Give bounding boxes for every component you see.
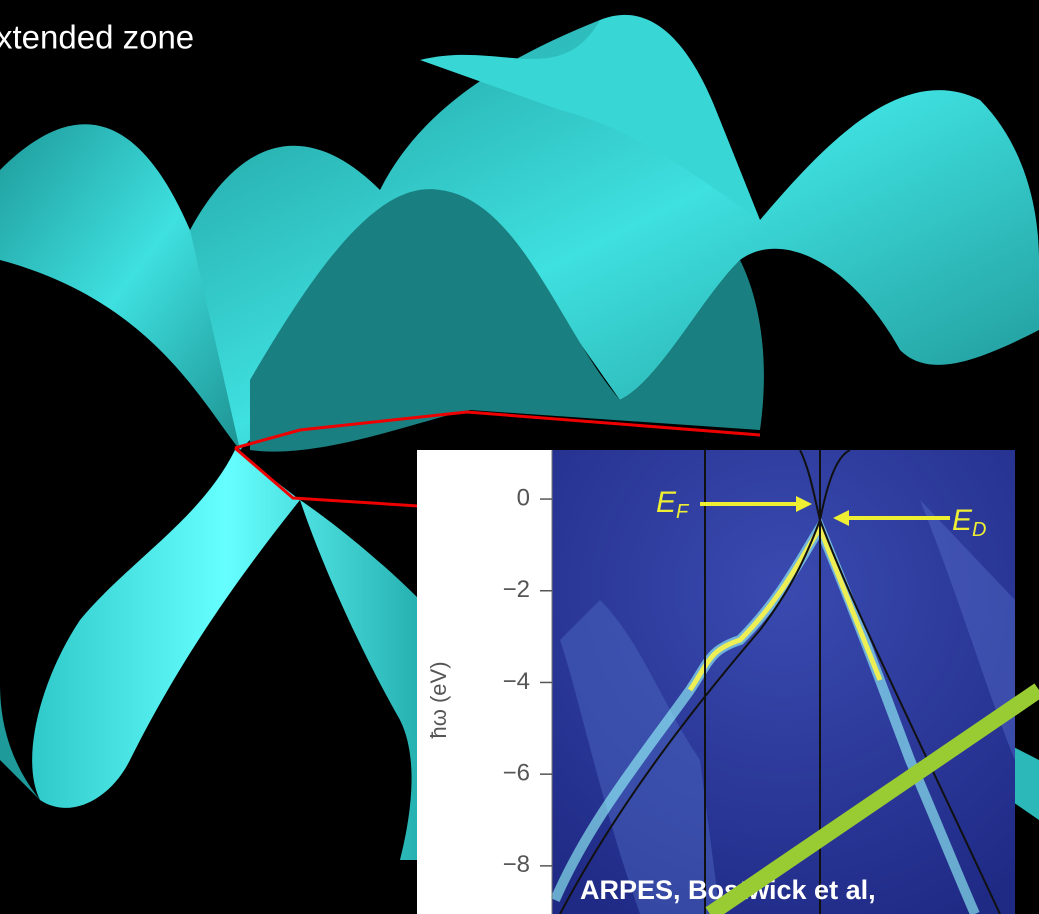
band-surface bbox=[0, 15, 1039, 452]
y-tick-label: −8 bbox=[503, 851, 530, 878]
symbol: E bbox=[952, 504, 973, 537]
slide-title: xtended zone bbox=[0, 19, 194, 56]
y-axis-label: ħω (eV) bbox=[426, 661, 451, 738]
slide: xtended zone EF ED ARPES, Bostwick et al… bbox=[0, 0, 1039, 914]
subscript: D bbox=[972, 519, 986, 541]
y-tick-label: −2 bbox=[503, 576, 530, 603]
y-tick-label: −6 bbox=[503, 760, 530, 787]
subscript: F bbox=[676, 501, 690, 523]
y-tick-label: −4 bbox=[503, 668, 530, 695]
y-tick-label: 0 bbox=[517, 484, 530, 511]
symbol: E bbox=[656, 486, 677, 519]
arpes-inset: EF ED ARPES, Bostwick et al, ħω (eV) 0−2… bbox=[417, 450, 1015, 914]
